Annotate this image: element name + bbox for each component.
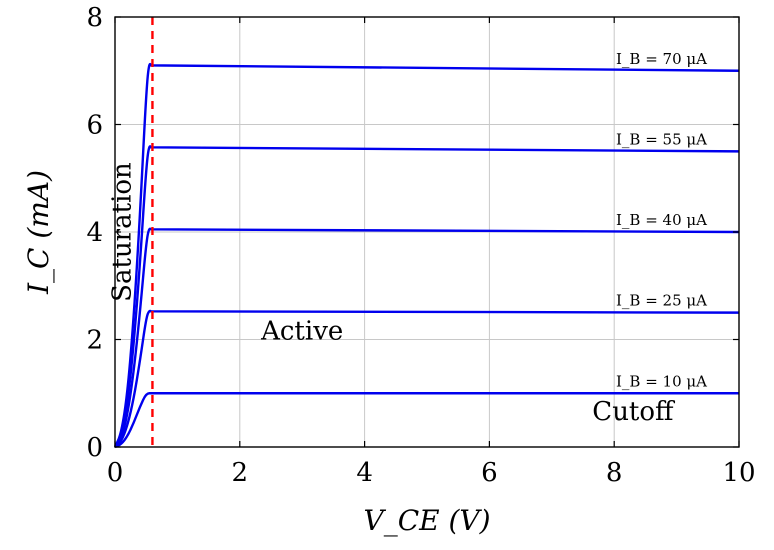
region-label-saturation: Saturation (108, 162, 138, 302)
region-label-active: Active (260, 317, 343, 347)
series-label-0: I_B = 10 μA (616, 372, 707, 390)
series-line-4 (113, 62, 740, 448)
series-layer (113, 62, 740, 449)
y-tick-label: 6 (86, 111, 103, 141)
x-tick-label: 0 (107, 458, 124, 488)
axis-labels: V_CE (V) I_C (mA) (22, 170, 491, 537)
series-labels: I_B = 10 μA I_B = 25 μA I_B = 40 μA I_B = 5… (616, 50, 707, 391)
series-label-3: I_B = 55 μA (616, 130, 707, 148)
series-label-1: I_B = 25 μA (616, 292, 707, 310)
y-tick-label: 2 (86, 326, 103, 356)
x-tick-label: 10 (722, 458, 755, 488)
y-tick-label: 0 (86, 433, 103, 463)
y-axis-label: I_C (mA) (22, 170, 55, 295)
annotations: Saturation Active Cutoff (108, 162, 676, 427)
x-tick-label: 8 (606, 458, 623, 488)
series-label-4: I_B = 70 μA (616, 50, 707, 68)
x-tick-label: 2 (232, 458, 249, 488)
x-axis-label: V_CE (V) (363, 504, 490, 537)
x-tick-label: 6 (481, 458, 498, 488)
y-tick-label: 4 (86, 218, 103, 248)
y-tick-label: 8 (86, 3, 103, 33)
ticks: 0 2 4 6 8 10 0 2 4 6 8 (86, 3, 755, 488)
region-label-cutoff: Cutoff (592, 397, 676, 427)
x-tick-label: 4 (356, 458, 373, 488)
series-label-2: I_B = 40 μA (616, 211, 707, 229)
